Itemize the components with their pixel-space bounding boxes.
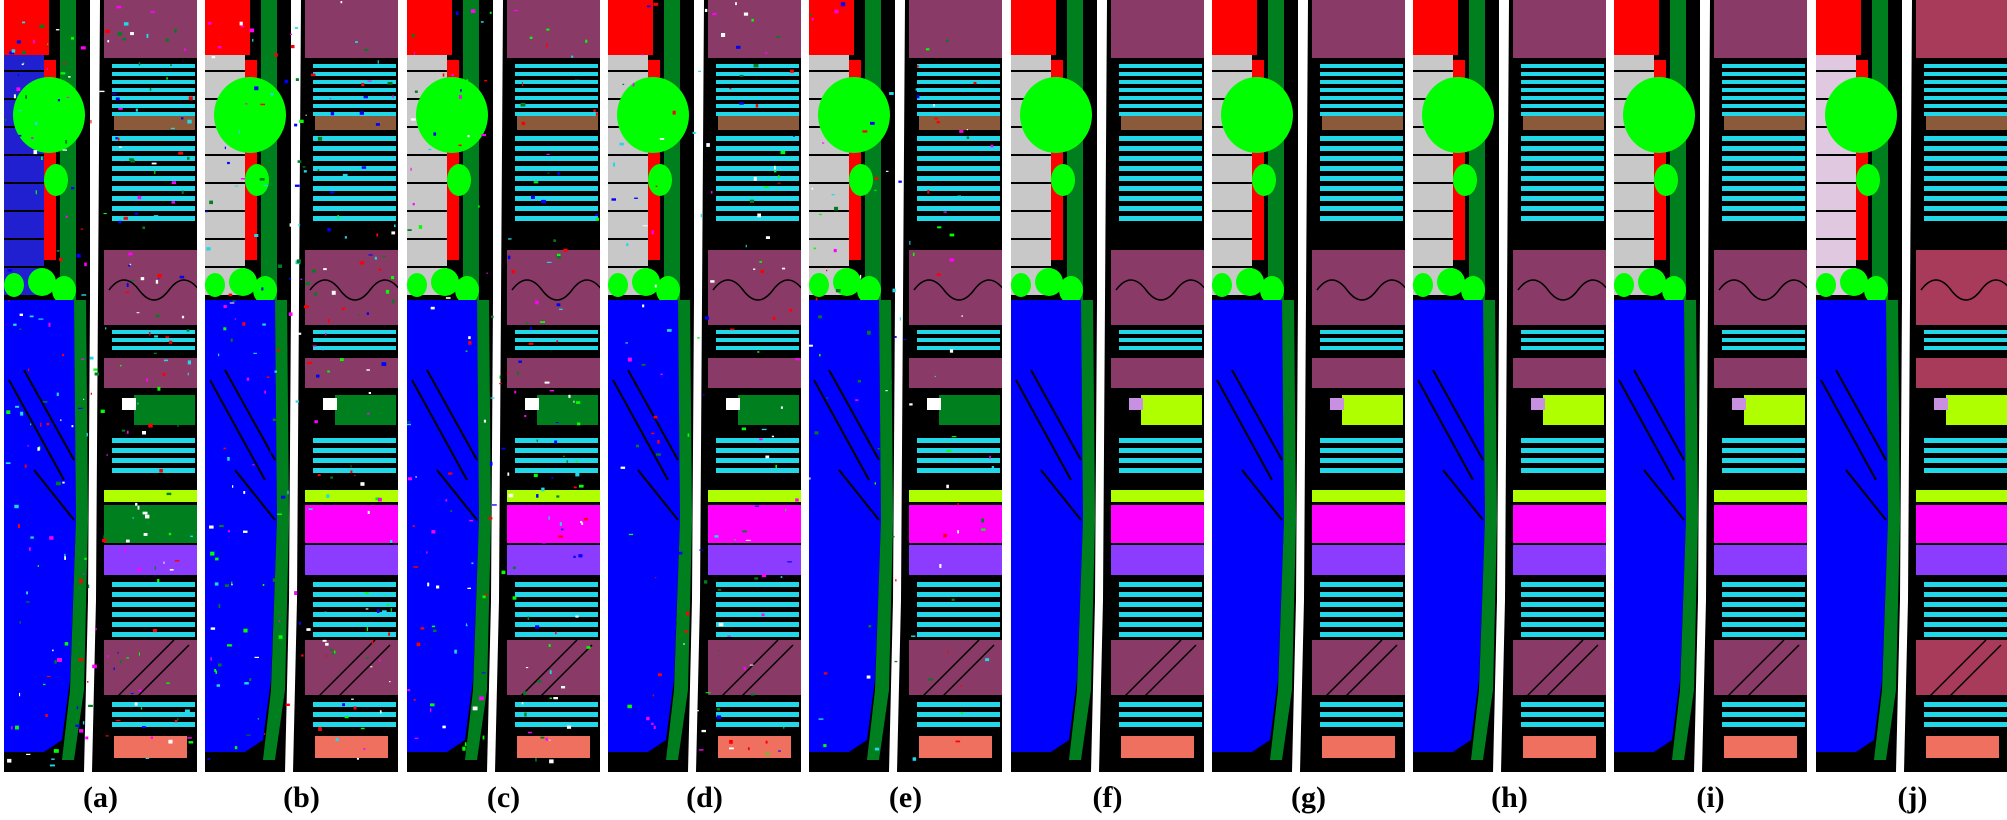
- classification-map-a: [4, 0, 197, 772]
- classification-map-f: [1011, 0, 1204, 772]
- panel-label-e: (e): [888, 781, 923, 814]
- classification-map-h: [1413, 0, 1606, 772]
- classification-map-i: [1614, 0, 1807, 772]
- classification-map-c: [407, 0, 600, 772]
- classification-map-g: [1212, 0, 1405, 772]
- panel-label-h: (h): [1491, 781, 1528, 814]
- panel-label-d: (d): [686, 781, 723, 814]
- panel-label-a: (a): [83, 781, 118, 814]
- panel-label-g: (g): [1291, 781, 1326, 814]
- panel-label-c: (c): [486, 781, 521, 814]
- classification-map-e: [809, 0, 1002, 772]
- classification-map-j: [1816, 0, 2007, 772]
- panel-label-i: (i): [1696, 781, 1725, 814]
- panel-label-b: (b): [283, 781, 320, 814]
- classification-map-d: [608, 0, 801, 772]
- panel-label-f: (f): [1092, 781, 1123, 814]
- panel-label-j: (j): [1897, 781, 1928, 814]
- classification-map-b: [205, 0, 398, 772]
